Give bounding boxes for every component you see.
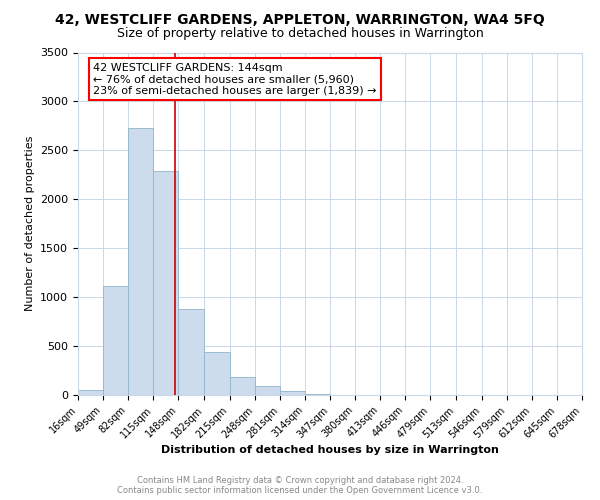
Bar: [254, 386, 280, 395]
Bar: [103, 286, 128, 395]
Bar: [154, 171, 178, 395]
Bar: [128, 128, 154, 395]
Text: 42 WESTCLIFF GARDENS: 144sqm
← 76% of detached houses are smaller (5,960)
23% of: 42 WESTCLIFF GARDENS: 144sqm ← 76% of de…: [93, 63, 377, 96]
Bar: [280, 392, 305, 395]
Bar: [178, 310, 205, 395]
Bar: [305, 394, 330, 395]
Y-axis label: Number of detached properties: Number of detached properties: [25, 136, 35, 312]
Text: 42, WESTCLIFF GARDENS, APPLETON, WARRINGTON, WA4 5FQ: 42, WESTCLIFF GARDENS, APPLETON, WARRING…: [55, 12, 545, 26]
Bar: [205, 352, 230, 395]
Text: Size of property relative to detached houses in Warrington: Size of property relative to detached ho…: [116, 28, 484, 40]
X-axis label: Distribution of detached houses by size in Warrington: Distribution of detached houses by size …: [161, 445, 499, 455]
Bar: [78, 390, 103, 395]
Bar: [230, 377, 254, 395]
Text: Contains HM Land Registry data © Crown copyright and database right 2024.
Contai: Contains HM Land Registry data © Crown c…: [118, 476, 482, 495]
